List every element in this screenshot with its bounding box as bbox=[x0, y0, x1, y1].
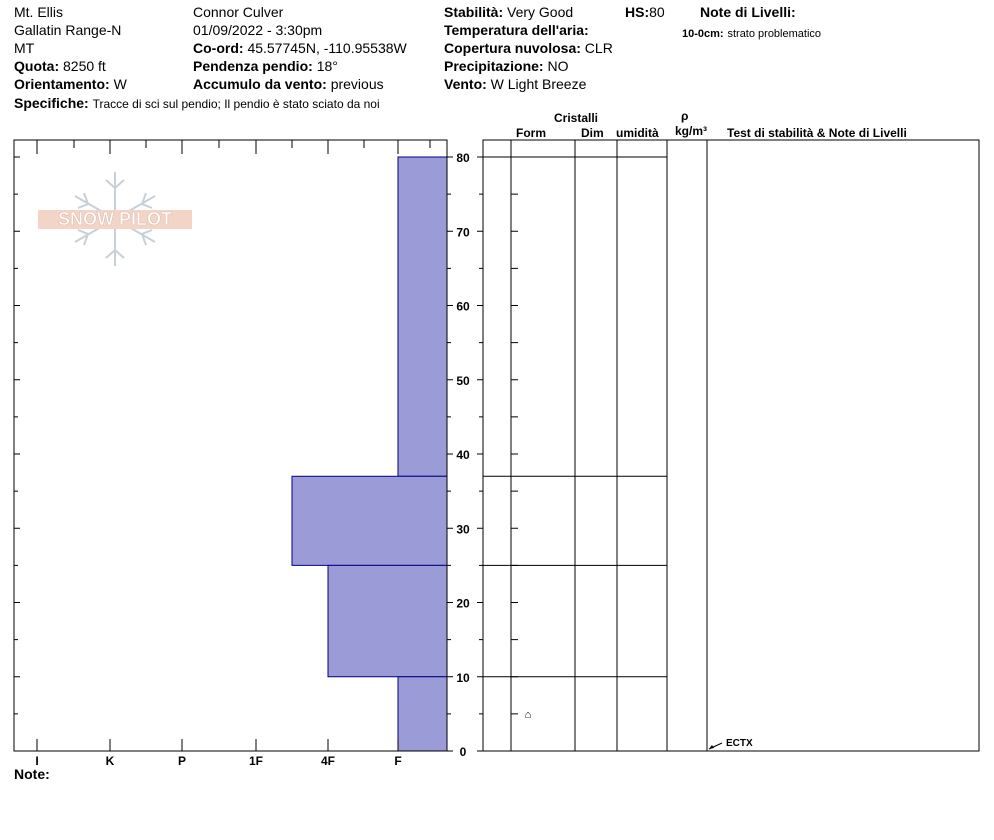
range: Gallatin Range-N bbox=[14, 22, 122, 38]
x-tick-label-K: K bbox=[106, 754, 115, 768]
form-header: Form bbox=[516, 126, 546, 140]
wind-value: W Light Breeze bbox=[490, 76, 587, 92]
elevation-value: 8250 ft bbox=[63, 58, 106, 74]
precip-label: Precipitazione: bbox=[444, 58, 544, 74]
cloud-label: Copertura nuvolosa: bbox=[444, 40, 581, 56]
x-tick-label-I: I bbox=[35, 754, 38, 768]
hardness-bar-0 bbox=[397, 156, 448, 477]
stability-test-arrowhead-0 bbox=[709, 745, 714, 749]
slope-label: Pendenza pendio: bbox=[193, 58, 313, 74]
slope-value: 18° bbox=[316, 58, 338, 74]
y-tick-label-70: 70 bbox=[456, 225, 470, 239]
y-tick-label-40: 40 bbox=[456, 448, 470, 462]
wind-label: Vento: bbox=[444, 76, 487, 92]
table-frame bbox=[482, 139, 980, 752]
x-tick-label-4F: 4F bbox=[321, 754, 335, 768]
precip-value: NO bbox=[547, 58, 569, 74]
wind: Vento: W Light Breeze bbox=[444, 76, 586, 92]
elevation: Quota: 8250 ft bbox=[14, 58, 106, 74]
specifics-label: Specifiche: bbox=[14, 95, 89, 111]
hardness-frame bbox=[13, 139, 448, 752]
stability-label: Stabilità: bbox=[444, 4, 504, 20]
hardness-bar-1 bbox=[291, 475, 448, 566]
specifics-value: Tracce di sci sul pendio; Il pendio è st… bbox=[92, 97, 380, 111]
coord-value: 45.57745N, -110.95538W bbox=[247, 40, 407, 56]
wind-loading: Accumulo da vento: previous bbox=[193, 76, 384, 92]
hardness-bar-3 bbox=[397, 676, 448, 752]
coord-label: Co-ord: bbox=[193, 40, 244, 56]
x-tick-label-1F: 1F bbox=[249, 754, 263, 768]
cloud-cover: Copertura nuvolosa: CLR bbox=[444, 40, 613, 56]
crystals-header: Cristalli bbox=[554, 111, 599, 125]
slope: Pendenza pendio: 18° bbox=[193, 58, 338, 74]
moisture-header: umidità bbox=[616, 126, 659, 140]
grain-symbol-0: ⌂ bbox=[525, 709, 532, 721]
state: MT bbox=[14, 40, 35, 56]
wind-loading-label: Accumulo da vento: bbox=[193, 76, 327, 92]
observer: Connor Culver bbox=[193, 4, 284, 20]
dim-header: Dim bbox=[581, 126, 604, 140]
snowpilot-logo: SNOW PILOT bbox=[38, 172, 192, 266]
x-tick-label-P: P bbox=[178, 754, 186, 768]
layer-note-depth: 10-0cm: bbox=[682, 28, 724, 40]
aspect-label: Orientamento: bbox=[14, 76, 110, 92]
coordinates: Co-ord: 45.57745N, -110.95538W bbox=[193, 40, 407, 56]
y-tick-label-60: 60 bbox=[456, 300, 470, 314]
logo-text: SNOW PILOT bbox=[58, 209, 172, 229]
stability: Stabilità: Very Good bbox=[444, 4, 573, 20]
y-tick-label-30: 30 bbox=[456, 522, 470, 536]
specifics: Specifiche: Tracce di sci sul pendio; Il… bbox=[14, 95, 380, 112]
precipitation: Precipitazione: NO bbox=[444, 58, 568, 74]
y-tick-label-80: 80 bbox=[456, 151, 470, 165]
note-label: Note: bbox=[14, 766, 50, 782]
layer-note-text: strato problematico bbox=[727, 28, 822, 40]
aspect: Orientamento: W bbox=[14, 76, 127, 92]
stability-test-label-0: ECTX bbox=[726, 738, 753, 749]
datetime: 01/09/2022 - 3:30pm bbox=[193, 22, 323, 38]
hardness-bar-2 bbox=[327, 564, 448, 678]
location: Mt. Ellis bbox=[14, 4, 63, 20]
elevation-label: Quota: bbox=[14, 58, 60, 74]
rho-header: ρ bbox=[681, 109, 689, 123]
density-header: kg/m³ bbox=[675, 124, 708, 138]
snow-height: HS:80 bbox=[625, 4, 665, 20]
x-tick-label-F: F bbox=[394, 754, 401, 768]
y-tick-label-20: 20 bbox=[456, 597, 470, 611]
wind-loading-value: previous bbox=[330, 76, 384, 92]
logo-banner bbox=[38, 210, 192, 229]
hs-value: 80 bbox=[649, 4, 665, 20]
layer-note: 10-0cm: strato problematico bbox=[682, 24, 821, 42]
tests-header: Test di stabilità & Note di Livelli bbox=[727, 126, 907, 140]
y-tick-label-0: 0 bbox=[460, 745, 467, 759]
stability-value: Very Good bbox=[507, 4, 574, 20]
y-tick-label-10: 10 bbox=[456, 671, 470, 685]
cloud-value: CLR bbox=[584, 40, 613, 56]
aspect-value: W bbox=[113, 76, 127, 92]
layer-notes-label: Note di Livelli: bbox=[700, 4, 796, 20]
hs-label: HS: bbox=[625, 4, 650, 20]
plot-area: I K P 1F 4F F 0 10 20 30 40 50 60 70 80 ⌂ ECTX bbox=[13, 139, 980, 768]
y-tick-label-50: 50 bbox=[456, 374, 470, 388]
air-temp-label: Temperatura dell'aria: bbox=[444, 22, 589, 38]
